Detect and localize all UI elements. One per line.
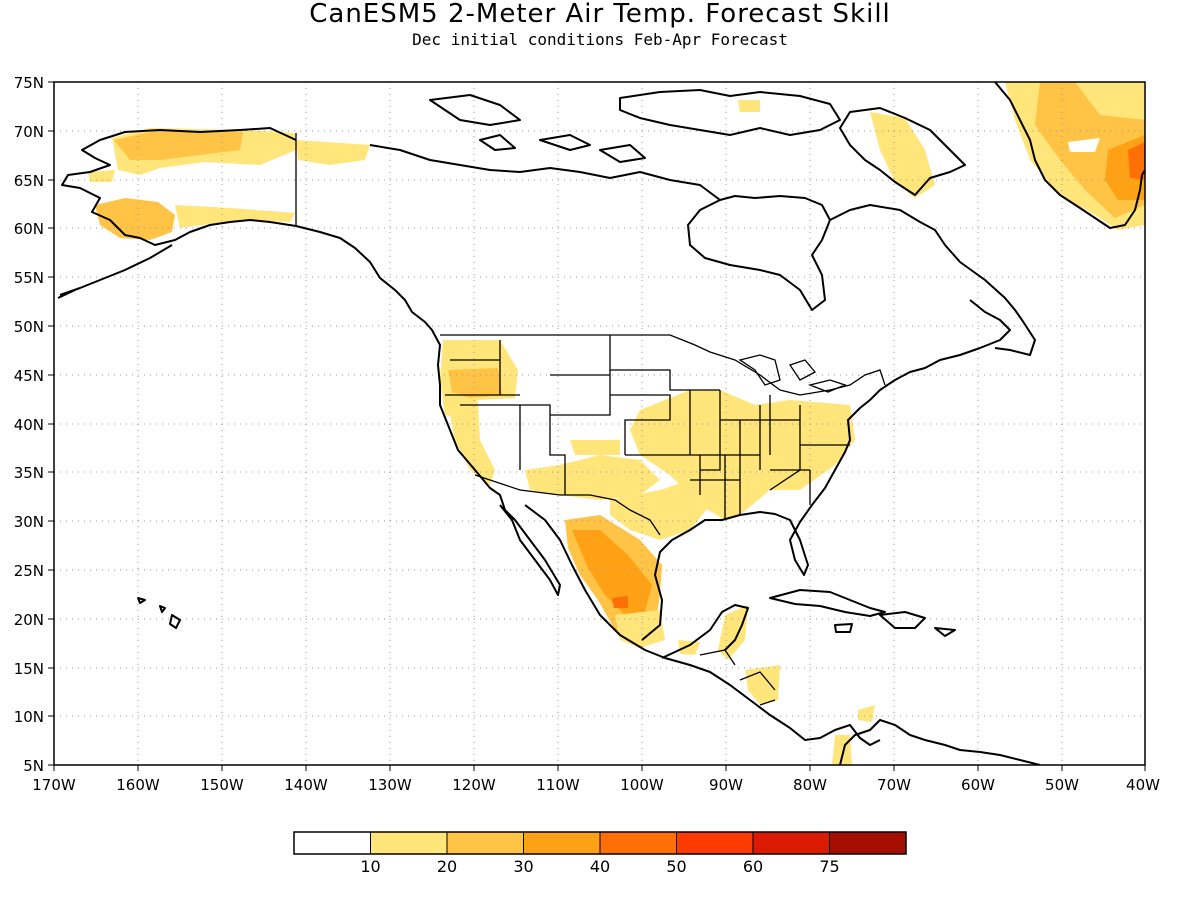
border-central-america bbox=[699, 649, 776, 706]
plot-frame bbox=[53, 81, 1146, 766]
colorbar-label-10: 10 bbox=[360, 857, 380, 876]
border-great-lakes bbox=[738, 354, 847, 393]
coast-mainland-north bbox=[369, 144, 721, 201]
lon-label-80w: 80W bbox=[793, 776, 827, 794]
lat-label-75n: 75N bbox=[14, 74, 44, 92]
lat-label-45n: 45N bbox=[14, 367, 44, 385]
coast-aleutians bbox=[57, 244, 173, 299]
border-us-canada bbox=[440, 334, 886, 396]
coast-hispaniola bbox=[879, 611, 956, 637]
region-alaska-north-inner bbox=[114, 130, 243, 160]
lon-label-100w: 100W bbox=[620, 776, 664, 794]
coast-greenland bbox=[994, 82, 1145, 229]
lat-label-35n: 35N bbox=[14, 464, 44, 482]
lon-label-160w: 160W bbox=[116, 776, 160, 794]
region-honduras bbox=[678, 640, 700, 655]
region-mexico-south bbox=[615, 610, 665, 648]
coast-jamaica bbox=[834, 623, 853, 633]
colorbar-swatch-4 bbox=[600, 832, 677, 854]
colorbar-swatch-1 bbox=[370, 832, 447, 854]
map-subtitle: Dec initial conditions Feb-Apr Forecast bbox=[412, 30, 788, 49]
region-canada-east-arctic bbox=[870, 112, 935, 198]
region-southwest-us bbox=[525, 455, 660, 500]
border-us-states bbox=[445, 335, 850, 520]
coast-pacific bbox=[295, 225, 561, 596]
political-borders bbox=[295, 133, 886, 706]
lat-label-55n: 55N bbox=[14, 269, 44, 287]
lat-label-5n: 5N bbox=[23, 757, 44, 775]
lat-label-50n: 50N bbox=[14, 318, 44, 336]
region-caribbean-spot bbox=[858, 705, 875, 722]
colorbar-swatch-5 bbox=[676, 832, 753, 854]
colorbar-label-40: 40 bbox=[590, 857, 610, 876]
colorbar: 10 20 30 40 50 60 75 bbox=[293, 831, 907, 876]
lat-label-60n: 60N bbox=[14, 220, 44, 238]
colorbar-label-20: 20 bbox=[437, 857, 457, 876]
coast-hawaii bbox=[137, 597, 181, 629]
lat-label-70n: 70N bbox=[14, 123, 44, 141]
lat-label-10n: 10N bbox=[14, 708, 44, 726]
region-yucatan bbox=[718, 605, 748, 660]
region-greenland-red bbox=[1128, 142, 1145, 180]
coast-gulf bbox=[641, 299, 1011, 641]
lon-axis: 170W 160W 150W 140W 130W 120W 110W 100W … bbox=[32, 765, 1160, 794]
skill-shading bbox=[88, 82, 1145, 765]
region-alaska-west bbox=[88, 170, 115, 182]
region-baffin-spot bbox=[738, 100, 760, 112]
region-texas-gulf bbox=[610, 480, 710, 540]
lon-label-140w: 140W bbox=[284, 776, 328, 794]
region-alaska-northeast bbox=[296, 140, 370, 165]
lon-label-170w: 170W bbox=[32, 776, 76, 794]
colorbar-swatch-2 bbox=[447, 832, 524, 854]
colorbar-label-75: 75 bbox=[819, 857, 839, 876]
coastlines bbox=[57, 82, 1145, 765]
coast-alaska bbox=[61, 127, 297, 246]
region-greenland-gap bbox=[1068, 138, 1100, 152]
coast-labrador bbox=[829, 204, 1036, 356]
region-alaska-southwest bbox=[95, 198, 175, 240]
border-us-mexico bbox=[474, 474, 661, 536]
coast-south-america bbox=[839, 719, 1041, 765]
colorbar-swatch-0 bbox=[294, 832, 371, 854]
lon-label-40w: 40W bbox=[1126, 776, 1160, 794]
colorbar-label-30: 30 bbox=[513, 857, 533, 876]
colorbar-label-50: 50 bbox=[666, 857, 686, 876]
lon-label-110w: 110W bbox=[536, 776, 580, 794]
lat-label-65n: 65N bbox=[14, 172, 44, 190]
coast-arctic-islets bbox=[429, 94, 646, 163]
lat-label-20n: 20N bbox=[14, 611, 44, 629]
lat-axis: 75N 70N 65N 60N 55N 50N 45N 40N 35N 30N … bbox=[14, 74, 54, 775]
region-oregon-orange bbox=[448, 368, 502, 398]
lon-label-70w: 70W bbox=[877, 776, 911, 794]
lon-label-150w: 150W bbox=[200, 776, 244, 794]
region-colorado-spot bbox=[570, 440, 620, 455]
colorbar-swatch-7 bbox=[829, 832, 906, 854]
region-mexico-core bbox=[572, 530, 652, 615]
lon-label-120w: 120W bbox=[452, 776, 496, 794]
lon-label-130w: 130W bbox=[368, 776, 412, 794]
region-mexico-red bbox=[612, 596, 628, 608]
coast-baffin bbox=[839, 107, 966, 196]
coast-cuba bbox=[769, 589, 886, 617]
grid bbox=[54, 82, 1145, 765]
coast-hudson-bay bbox=[687, 195, 831, 311]
region-alaska-south bbox=[175, 205, 295, 228]
coast-yucatan bbox=[661, 604, 749, 659]
lon-label-60w: 60W bbox=[961, 776, 995, 794]
colorbar-swatch-3 bbox=[523, 832, 600, 854]
map-title: CanESM5 2-Meter Air Temp. Forecast Skill bbox=[309, 0, 891, 29]
lat-label-30n: 30N bbox=[14, 513, 44, 531]
lat-label-40n: 40N bbox=[14, 416, 44, 434]
colorbar-swatch-6 bbox=[753, 832, 830, 854]
lat-label-15n: 15N bbox=[14, 660, 44, 678]
colorbar-label-60: 60 bbox=[743, 857, 763, 876]
lon-label-90w: 90W bbox=[709, 776, 743, 794]
region-california bbox=[448, 402, 495, 485]
coast-arctic-islands bbox=[619, 89, 841, 136]
lon-label-50w: 50W bbox=[1045, 776, 1079, 794]
lat-label-25n: 25N bbox=[14, 562, 44, 580]
coast-mexico-west bbox=[524, 504, 881, 746]
